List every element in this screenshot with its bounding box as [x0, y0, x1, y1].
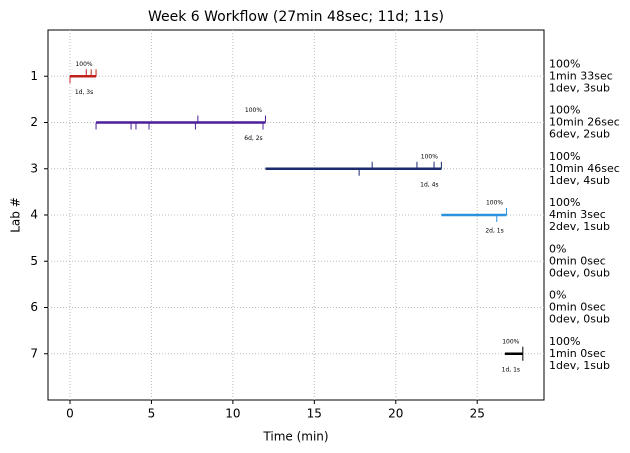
- lab-summary: 1min 0sec: [549, 347, 606, 360]
- pct-label: 100%: [421, 153, 438, 160]
- lab-summary: 100%: [549, 57, 580, 70]
- y-tick-label: 4: [30, 208, 38, 222]
- pct-label: 100%: [486, 200, 503, 207]
- pct-label: 100%: [502, 338, 519, 345]
- time-label: 1d, 3s: [75, 89, 93, 96]
- lab-summary: 100%: [549, 104, 580, 117]
- x-tick-label: 15: [307, 407, 322, 421]
- y-tick-label: 6: [30, 300, 38, 314]
- x-tick-label: 10: [225, 407, 240, 421]
- lab-summary: 100%: [549, 335, 580, 348]
- lab-summary: 1dev, 3sub: [549, 81, 610, 94]
- x-tick-label: 0: [66, 407, 74, 421]
- lab-summary: 0%: [549, 242, 566, 255]
- x-tick-label: 5: [148, 407, 156, 421]
- y-tick-label: 2: [30, 115, 38, 129]
- lab-summary: 0dev, 0sub: [549, 313, 610, 326]
- pct-label: 100%: [245, 107, 262, 114]
- lab-summary: 1min 33sec: [549, 69, 613, 82]
- lab-summary: 0dev, 0sub: [549, 266, 610, 279]
- y-tick-label: 5: [30, 254, 38, 268]
- pct-label: 100%: [75, 61, 92, 68]
- lab-summary: 4min 3sec: [549, 208, 606, 221]
- chart-title: Week 6 Workflow (27min 48sec; 11d; 11s): [148, 9, 444, 25]
- x-axis-label: Time (min): [262, 430, 328, 444]
- lab-summary: 0min 0sec: [549, 301, 606, 314]
- y-tick-label: 3: [30, 161, 38, 175]
- lab-summary: 10min 46sec: [549, 162, 620, 175]
- time-label: 1d, 4s: [420, 181, 438, 188]
- lab-summary: 2dev, 1sub: [549, 220, 610, 233]
- time-label: 1d, 1s: [502, 366, 520, 373]
- lab-summary: 1dev, 4sub: [549, 174, 610, 187]
- time-label: 6d, 2s: [244, 135, 262, 142]
- y-tick-label: 1: [30, 69, 38, 83]
- y-axis-label: Lab #: [9, 197, 23, 233]
- lab-summary: 0min 0sec: [549, 254, 606, 267]
- lab-summary: 0%: [549, 289, 566, 302]
- time-label: 2d, 1s: [485, 228, 503, 235]
- lab-summary: 10min 26sec: [549, 116, 620, 129]
- lab-summary: 6dev, 2sub: [549, 128, 610, 141]
- x-tick-label: 25: [470, 407, 485, 421]
- x-tick-label: 20: [388, 407, 403, 421]
- lab-summary: 100%: [549, 196, 580, 209]
- y-tick-label: 7: [30, 346, 38, 360]
- lab-summary: 1dev, 1sub: [549, 359, 610, 372]
- lab-summary: 100%: [549, 150, 580, 163]
